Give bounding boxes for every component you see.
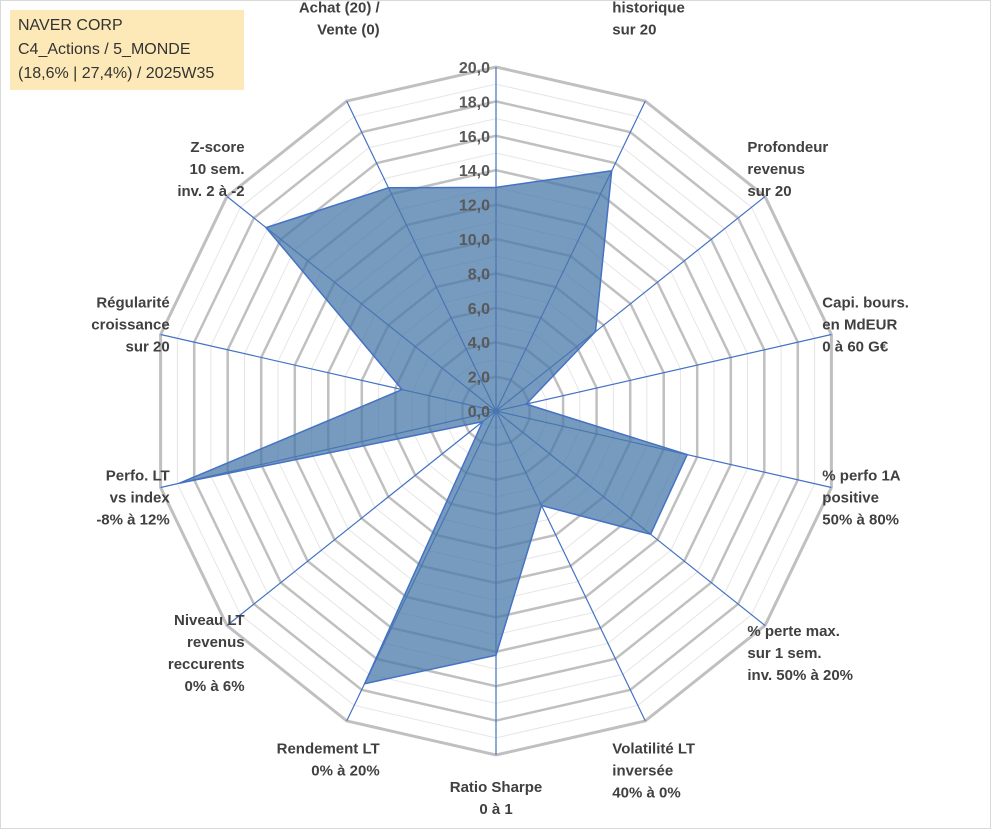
axis-label-line: inversée bbox=[612, 763, 673, 780]
axis-label: Niveau LT revenus reccurents 0% à 6% bbox=[168, 612, 245, 695]
axis-label-line: reccurents bbox=[168, 656, 245, 673]
spoke-line bbox=[226, 410, 497, 626]
axis-label: Perfo. LT vs index -8% à 12% bbox=[96, 467, 170, 528]
tick-label: 6,0 bbox=[468, 301, 490, 318]
axis-label-line: Perfo. LT bbox=[106, 467, 170, 484]
tick-label: 0,0 bbox=[468, 404, 490, 421]
axis-label-line: 0 à 60 G€ bbox=[822, 339, 889, 356]
axis-label: Volatilité LT inversée 40% à 0% bbox=[612, 741, 695, 802]
tick-label: 18,0 bbox=[459, 94, 490, 111]
axis-label-line: positive bbox=[822, 489, 879, 506]
company-name: NAVER CORP bbox=[18, 17, 123, 34]
axis-label-line: historique bbox=[612, 0, 685, 16]
axis-label: Z-score 10 sem. inv. 2 à -2 bbox=[177, 139, 244, 200]
axis-label-line: croissance bbox=[91, 317, 169, 334]
axis-label-line: inv. 2 à -2 bbox=[177, 183, 244, 200]
series-layer bbox=[178, 169, 689, 685]
axis-label-line: % perfo 1A bbox=[822, 467, 901, 484]
tick-label: 10,0 bbox=[459, 232, 490, 249]
axis-label-line: sur 20 bbox=[747, 183, 791, 200]
label-layer: NoteESG sur 20Profondeurhistoriquesur 20… bbox=[91, 0, 909, 818]
tick-label: 12,0 bbox=[459, 198, 490, 215]
tick-label: 20,0 bbox=[459, 60, 490, 77]
axis-label: % perte max. sur 1 sem. inv. 50% à 20% bbox=[747, 623, 853, 684]
tick-layer: 0,0 2,0 4,0 6,0 8,0 10,0 12,0 14,0 16,0 18,0 20,0 bbox=[459, 60, 490, 421]
axis-label: % perfo 1A positive 50% à 80% bbox=[822, 467, 901, 528]
axis-label-line: revenus bbox=[747, 161, 805, 178]
info-box: NAVER CORP C4_Actions / 5_MONDE (18,6% |… bbox=[10, 10, 244, 90]
spoke-line bbox=[495, 333, 832, 412]
axis-label-line: 10 sem. bbox=[190, 161, 245, 178]
axis-label-line: Profondeur bbox=[747, 139, 828, 156]
axis-label-line: 0% à 20% bbox=[311, 763, 379, 780]
tick-label: 2,0 bbox=[468, 370, 490, 387]
axis-label-line: Rendement LT bbox=[277, 741, 380, 758]
axis-label-line: Volatilité LT bbox=[612, 741, 695, 758]
series-area bbox=[178, 169, 689, 685]
axis-label-line: Z-score bbox=[190, 139, 244, 156]
tick-label: 8,0 bbox=[468, 266, 490, 283]
axis-label-line: 0% à 6% bbox=[185, 678, 245, 695]
axis-label-line: vs index bbox=[110, 489, 171, 506]
axis-label-line: en MdEUR bbox=[822, 317, 897, 334]
axis-label: Profondeur revenus sur 20 bbox=[747, 139, 828, 200]
axis-label-line: Vente (0) bbox=[317, 21, 380, 38]
axis-label: Capi. bours. en MdEUR 0 à 60 G€ bbox=[822, 295, 909, 356]
axis-label-line: inv. 50% à 20% bbox=[747, 667, 853, 684]
axis-label: Régularité croissance sur 20 bbox=[91, 295, 169, 356]
tick-label: 4,0 bbox=[468, 335, 490, 352]
stats-text: (18,6% | 27,4%) / 2025W35 bbox=[18, 65, 215, 82]
axis-label: Profondeurhistoriquesur 20 bbox=[612, 0, 693, 38]
tick-label: 14,0 bbox=[459, 163, 490, 180]
axis-label-line: 50% à 80% bbox=[822, 511, 899, 528]
axis-label-line: revenus bbox=[187, 634, 245, 651]
axis-label: Ratio Sharpe 0 à 1 bbox=[450, 779, 543, 818]
axis-label: Rendement LT 0% à 20% bbox=[277, 741, 380, 780]
axis-label-line: Régularité bbox=[96, 295, 169, 312]
tick-label: 16,0 bbox=[459, 129, 490, 146]
axis-label-line: sur 20 bbox=[612, 21, 656, 38]
axis-label-line: Ratio Sharpe bbox=[450, 779, 543, 796]
category-text: C4_Actions / 5_MONDE bbox=[18, 41, 191, 58]
axis-label-line: 0 à 1 bbox=[479, 801, 512, 818]
axis-label-line: 40% à 0% bbox=[612, 785, 680, 802]
axis-label-line: sur 20 bbox=[125, 339, 169, 356]
axis-label-line: % perte max. bbox=[747, 623, 840, 640]
axis-label-line: Achat (20) / bbox=[299, 0, 381, 16]
axis-label-line: sur 1 sem. bbox=[747, 645, 821, 662]
axis-label-line: -8% à 12% bbox=[96, 511, 169, 528]
axis-label-line: Niveau LT bbox=[174, 612, 245, 629]
axis-label-line: Capi. bours. bbox=[822, 295, 909, 312]
axis-label: MomentumAchat (20) /Vente (0) bbox=[299, 0, 381, 38]
